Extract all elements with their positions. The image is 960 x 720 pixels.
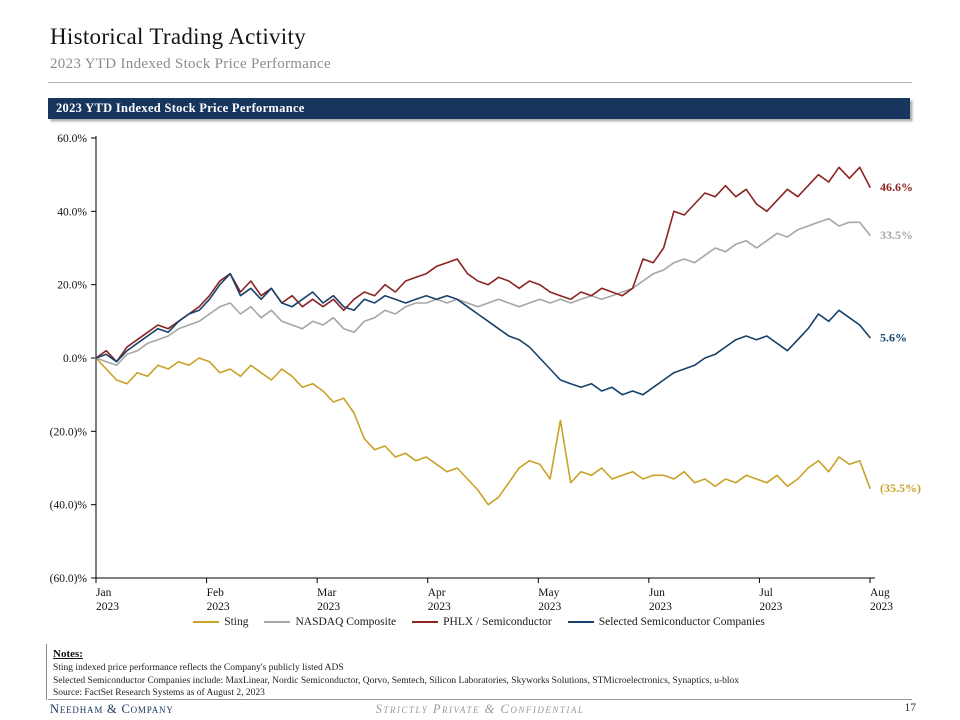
chart-canvas: 60.0% 40.0% 20.0% 0.0% (20.0)% (40.0)% (60.0)%… — [50, 133, 921, 613]
series-line-selected-semiconductor-companies — [95, 272, 871, 396]
footer-confidential: Strictly Private & Confidential — [375, 702, 585, 716]
section-header-bar: 2023 YTD Indexed Stock Price Performance — [48, 98, 910, 119]
y-tick-label: (60.0)% — [50, 573, 88, 585]
series-line-sting — [95, 357, 871, 506]
legend-swatch — [567, 621, 594, 623]
x-tick-label-month: Feb — [207, 587, 225, 599]
footer-divider — [48, 699, 912, 700]
y-tick-label: 60.0% — [57, 133, 87, 145]
y-tick-label: (20.0)% — [50, 426, 88, 438]
x-tick-label-month: Apr — [428, 587, 446, 599]
series-end-label: (35.5%) — [880, 481, 921, 495]
series-end-label: 33.5% — [880, 228, 913, 242]
x-tick-label-month: Aug — [870, 587, 890, 599]
series-line-nasdaq-composite — [95, 217, 871, 367]
series-end-label: 46.6% — [880, 180, 913, 194]
x-tick-label-year: 2023 — [207, 601, 230, 613]
legend-label: Sting — [224, 616, 249, 628]
notes-line: Sting indexed price performance reflects… — [53, 663, 344, 673]
legend-swatch — [412, 621, 439, 623]
title-divider — [48, 82, 912, 83]
x-tick-label-year: 2023 — [870, 601, 893, 613]
notes-line: Selected Semiconductor Companies include… — [53, 675, 740, 686]
section-header-label: 2023 YTD Indexed Stock Price Performance — [56, 101, 305, 115]
chart-legend: Sting NASDAQ Composite PHLX / Semiconducto… — [48, 616, 910, 628]
legend-item: NASDAQ Composite — [264, 616, 396, 628]
legend-label: PHLX / Semiconductor — [443, 616, 552, 628]
legend-swatch — [193, 621, 220, 623]
x-tick-label-year: 2023 — [96, 601, 119, 613]
notes-heading: Notes: — [53, 648, 83, 660]
notes-block: Notes: Sting indexed price performance r… — [46, 644, 813, 700]
series-end-label: 5.6% — [880, 330, 907, 344]
y-tick-label: 40.0% — [57, 206, 87, 218]
x-tick-label-year: 2023 — [538, 601, 561, 613]
y-tick-label: 0.0% — [63, 353, 87, 365]
x-tick-label-month: May — [538, 587, 559, 599]
legend-label: NASDAQ Composite — [295, 616, 397, 628]
page-title: Historical Trading Activity — [50, 24, 306, 49]
legend-item: Selected Semiconductor Companies — [567, 616, 765, 628]
notes-line: Source: FactSet Research Systems as of A… — [53, 688, 265, 698]
y-tick-label: (40.0)% — [50, 500, 88, 512]
legend-item: Sting — [193, 616, 248, 628]
x-tick-label-month: Jan — [96, 587, 112, 599]
x-tick-label-month: Jul — [759, 587, 772, 599]
x-tick-label-month: Mar — [317, 587, 336, 599]
legend-label: Selected Semiconductor Companies — [598, 616, 765, 628]
line-chart: 60.0% 40.0% 20.0% 0.0% (20.0)% (40.0)% (60.0)%… — [42, 126, 938, 618]
footer-page-number: 17 — [904, 702, 917, 714]
footer-company: Needham & Company — [50, 702, 174, 716]
x-tick-label-year: 2023 — [428, 601, 451, 613]
x-tick-label-year: 2023 — [317, 601, 340, 613]
series-line-phlx-semiconductor — [95, 166, 871, 363]
legend-item: PHLX / Semiconductor — [412, 616, 552, 628]
y-tick-label: 20.0% — [57, 280, 87, 292]
x-tick-label-year: 2023 — [649, 601, 672, 613]
x-tick-label-year: 2023 — [759, 601, 782, 613]
page-subtitle: 2023 YTD Indexed Stock Price Performance — [50, 56, 331, 72]
x-tick-label-month: Jun — [649, 587, 665, 599]
legend-swatch — [264, 621, 291, 623]
